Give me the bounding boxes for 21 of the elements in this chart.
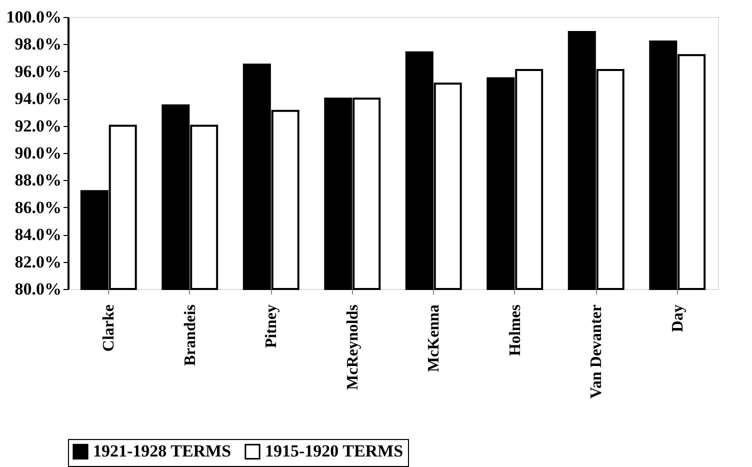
x-tick-label: McKenna <box>426 304 443 372</box>
x-tick-label: Brandeis <box>182 304 199 366</box>
y-tick-label: 96.0% <box>14 62 62 81</box>
y-tick-label: 98.0% <box>14 34 62 54</box>
y-tick-label: 80.0% <box>14 280 62 298</box>
y-tick-label: 86.0% <box>14 198 62 217</box>
x-tick-label: Day <box>669 304 686 332</box>
y-tick-label: 90.0% <box>14 144 62 162</box>
legend-label: 1915-1920 TERMS <box>265 442 404 461</box>
y-tick-label: 82.0% <box>14 252 62 272</box>
y-tick-label: 84.0% <box>14 225 62 244</box>
x-tick-label: Van Devanter <box>588 304 606 399</box>
x-tick-label: Clarke <box>100 304 118 352</box>
y-tick-label: 92.0% <box>14 116 62 136</box>
y-tick-label: 88.0% <box>14 170 62 190</box>
x-tick-label: Holmes <box>506 304 524 356</box>
legend-label: 1921-1928 TERMS <box>93 442 232 461</box>
x-tick-label: Pitney <box>263 304 280 348</box>
y-tick-label: 94.0% <box>14 89 62 108</box>
x-tick-label: McReynolds <box>344 304 362 390</box>
y-tick-label: 100.0% <box>6 8 62 26</box>
